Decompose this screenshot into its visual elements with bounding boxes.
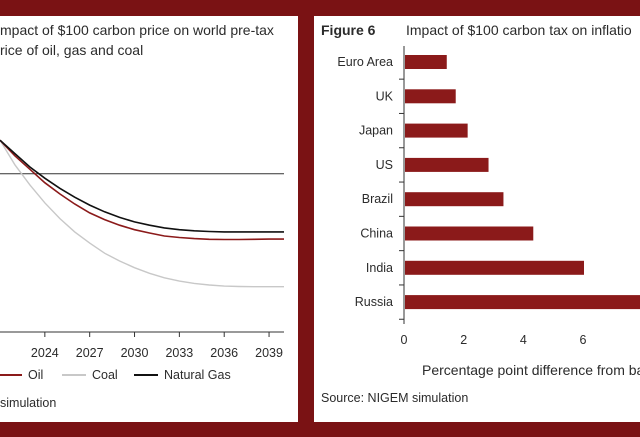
- legend-label-coal: Coal: [92, 368, 118, 382]
- chart-title: Impact of $100 carbon tax on inflatio: [406, 22, 632, 38]
- category-label-brazil: Brazil: [362, 192, 393, 206]
- chart-title-line-2: rice of oil, gas and coal: [0, 42, 144, 58]
- panel-top-rule: [0, 14, 298, 16]
- bar-uk: [405, 89, 456, 104]
- figure-label: Figure 6: [321, 22, 376, 38]
- bar-brazil: [405, 192, 504, 207]
- legend-swatch-coal: [62, 374, 86, 376]
- x-tick-label-2039: 2039: [255, 346, 283, 360]
- x-tick-label-0: 0: [401, 333, 408, 347]
- bar-japan: [405, 123, 468, 138]
- category-label-india: India: [366, 261, 393, 275]
- chart-source: Source: NIGEM simulation: [321, 391, 469, 405]
- x-tick-label-2024: 2024: [31, 346, 59, 360]
- category-label-china: China: [360, 227, 393, 241]
- x-axis-label: Percentage point difference from ba: [422, 362, 640, 378]
- bar-india: [405, 260, 584, 275]
- left-chart-panel: mpact of $100 carbon price on world pre-…: [0, 14, 298, 422]
- line-chart: 2024 2027 2030 2033 2036 2039: [0, 139, 284, 360]
- x-tick-label-2: 2: [460, 333, 467, 347]
- bar-euro-area: [405, 55, 447, 69]
- legend-label-oil: Oil: [28, 368, 44, 382]
- x-tick-label-2036: 2036: [210, 346, 238, 360]
- panel-top-rule: [314, 14, 640, 16]
- x-tick-label-2033: 2033: [165, 346, 193, 360]
- right-chart-panel: Figure 6 Impact of $100 carbon tax on in…: [314, 14, 640, 422]
- series-line-coal: [0, 139, 284, 288]
- x-tick-label-2027: 2027: [76, 346, 104, 360]
- legend-label-natural-gas: Natural Gas: [164, 368, 231, 382]
- chart-source: simulation: [0, 396, 57, 410]
- bar-china: [405, 226, 534, 241]
- bar-us: [405, 157, 489, 172]
- series-line-natural-gas: [0, 139, 284, 233]
- legend-swatch-natural-gas: [134, 374, 158, 376]
- category-label-russia: Russia: [355, 295, 393, 309]
- x-tick-label-6: 6: [580, 333, 587, 347]
- legend-swatch-oil: [0, 374, 22, 376]
- legend-item-coal: Coal: [62, 368, 118, 382]
- category-label-uk: UK: [376, 89, 394, 103]
- category-label-us: US: [376, 158, 393, 172]
- chart-title-line-1: mpact of $100 carbon price on world pre-…: [0, 22, 274, 38]
- legend-item-natural-gas: Natural Gas: [134, 368, 231, 382]
- x-tick-label-2030: 2030: [121, 346, 149, 360]
- series-line-oil: [0, 139, 284, 241]
- category-label-euro-area: Euro Area: [337, 55, 393, 69]
- bar-russia: [405, 295, 640, 310]
- category-label-japan: Japan: [359, 124, 393, 138]
- legend-item-oil: Oil: [0, 368, 43, 382]
- x-tick-label-4: 4: [520, 333, 527, 347]
- bar-chart: Euro Area UK Japan US Brazil China India Russia…: [337, 46, 640, 347]
